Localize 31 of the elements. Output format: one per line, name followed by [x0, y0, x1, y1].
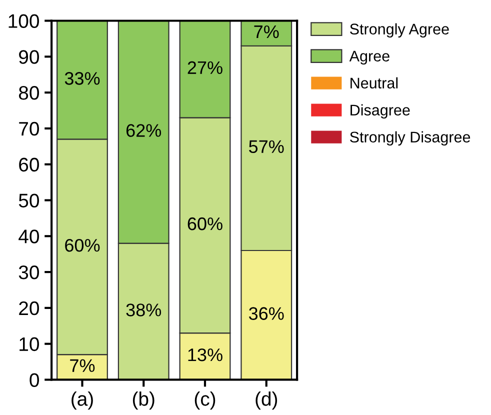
y-tick-label: 10	[20, 337, 39, 352]
data-label: 36%	[248, 307, 284, 320]
y-tick-label: 100	[8, 14, 39, 28]
x-tick-label: (a)	[72, 392, 93, 410]
legend-label: Disagree	[350, 104, 410, 119]
data-label: 38%	[126, 304, 162, 316]
y-tick-label: 80	[18, 86, 39, 100]
legend-label: Neutral	[350, 77, 398, 89]
data-label: 27%	[188, 61, 222, 74]
y-tick-label: 20	[19, 301, 39, 316]
data-label: 33%	[64, 72, 100, 85]
legend-label: Strongly Agree	[350, 23, 449, 38]
x-tick-label: (d)	[256, 392, 278, 410]
y-tick-label: 70	[19, 122, 39, 136]
x-tick-label: (c)	[194, 392, 216, 410]
data-label: 13%	[188, 348, 222, 362]
y-tick-label: 0	[30, 373, 39, 387]
legend-label: Agree	[349, 50, 390, 65]
y-tick-label: 50	[18, 194, 39, 208]
legend-label: Strongly Disagree	[350, 131, 470, 146]
data-label: 7%	[70, 359, 95, 372]
data-label: 60%	[188, 217, 222, 230]
data-label: 62%	[126, 124, 162, 137]
data-label: 60%	[65, 238, 100, 252]
y-tick-label: 90	[19, 50, 39, 64]
x-tick-label: (b)	[132, 392, 154, 410]
y-tick-label: 40	[18, 230, 39, 244]
y-tick-label: 30	[18, 266, 39, 280]
data-label: 57%	[249, 140, 284, 154]
data-label: 7%	[254, 25, 279, 38]
y-tick-label: 60	[19, 158, 39, 172]
